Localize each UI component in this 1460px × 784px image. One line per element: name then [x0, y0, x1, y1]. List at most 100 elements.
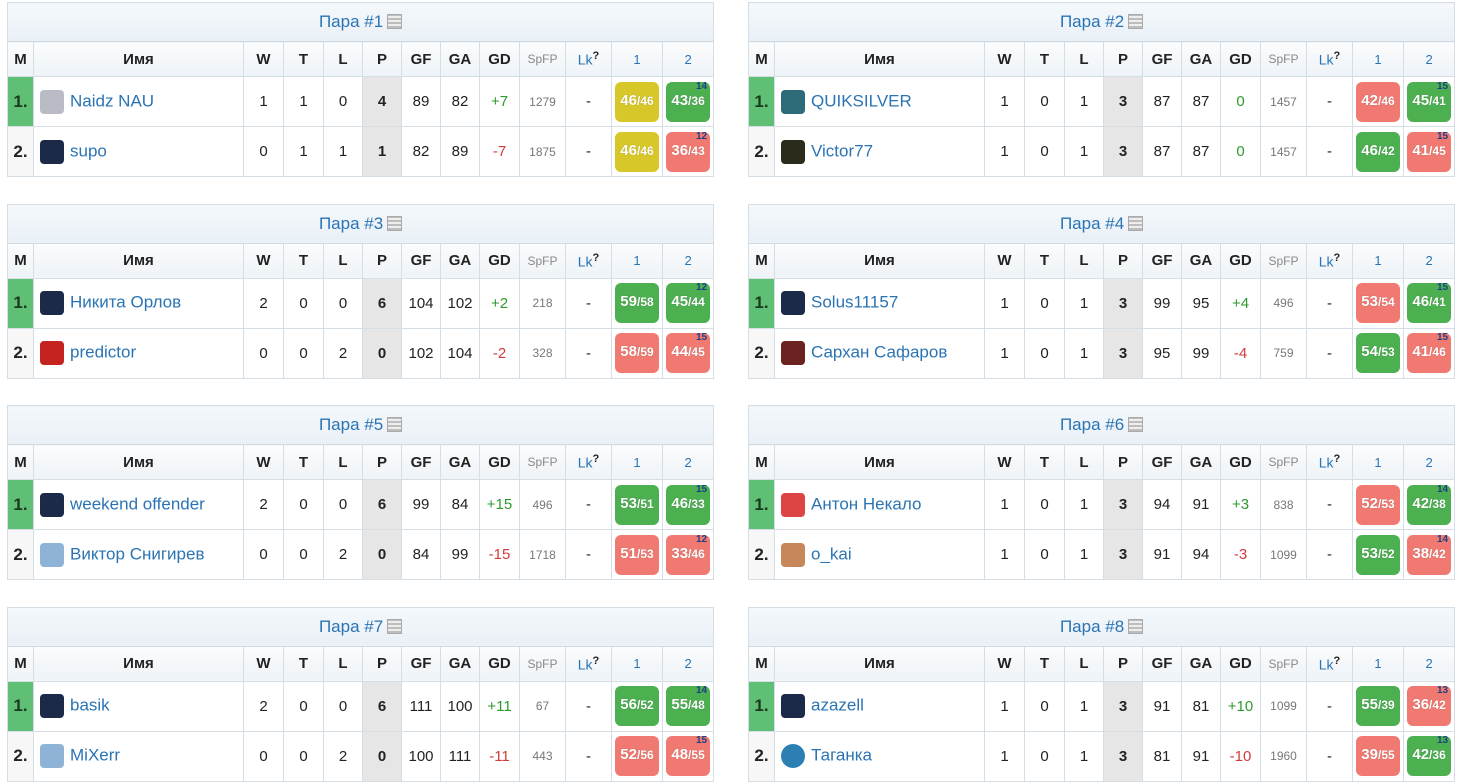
game-result-1[interactable]: 53/54: [1356, 283, 1400, 323]
col-header-game2[interactable]: 2: [1402, 41, 1456, 77]
jersey-avatar-icon[interactable]: [40, 694, 64, 718]
col-header-lk[interactable]: Lk?: [1306, 444, 1353, 480]
game-result-1[interactable]: 52/56: [615, 736, 659, 776]
team-name-link[interactable]: Антон Некало: [811, 493, 922, 513]
lk-label[interactable]: Lk: [577, 253, 593, 270]
jersey-avatar-icon[interactable]: [40, 291, 64, 315]
jersey-avatar-icon[interactable]: [781, 694, 805, 718]
pair-title[interactable]: Пара #7: [318, 616, 384, 636]
game-result-2[interactable]: 41/46 15: [1407, 333, 1452, 373]
jersey-avatar-icon[interactable]: [40, 139, 64, 164]
team-name-link[interactable]: basik: [70, 695, 110, 715]
pair-title[interactable]: Пара #6: [1059, 415, 1125, 434]
circle-avatar-icon[interactable]: [781, 744, 805, 768]
lk-label[interactable]: Lk: [1318, 253, 1334, 270]
number-avatar-icon[interactable]: [781, 139, 805, 164]
lk-label[interactable]: Lk: [1318, 51, 1334, 68]
lk-help-icon[interactable]: ?: [1333, 251, 1341, 264]
col-header-game2[interactable]: 2: [661, 242, 715, 279]
table-icon[interactable]: [387, 215, 403, 231]
col-header-game1[interactable]: 1: [1352, 41, 1404, 77]
col-header-lk[interactable]: Lk?: [1306, 242, 1353, 279]
lk-label[interactable]: Lk: [577, 656, 593, 673]
photo-avatar-icon[interactable]: [40, 744, 64, 768]
team-name-link[interactable]: predictor: [70, 342, 137, 362]
wave-avatar-icon[interactable]: [781, 89, 805, 114]
badge-avatar-icon[interactable]: [40, 341, 64, 365]
pair-title[interactable]: Пара #1: [318, 12, 384, 31]
table-icon[interactable]: [1128, 417, 1144, 432]
game-result-1[interactable]: 52/53: [1356, 484, 1400, 525]
game-result-2[interactable]: 38/42 14: [1407, 534, 1452, 575]
game-result-2[interactable]: 36/43 12: [666, 131, 711, 172]
pair-title[interactable]: Пара #2: [1059, 12, 1125, 31]
col-header-game2[interactable]: 2: [1402, 645, 1456, 682]
col-header-game1[interactable]: 1: [1352, 444, 1404, 480]
jersey-avatar-icon[interactable]: [781, 291, 805, 315]
table-icon[interactable]: [387, 14, 403, 29]
pair-title[interactable]: Пара #8: [1059, 616, 1125, 636]
lk-help-icon[interactable]: ?: [592, 453, 600, 466]
pair-title[interactable]: Пара #5: [318, 415, 384, 434]
lk-label[interactable]: Lk: [1318, 454, 1334, 471]
game-result-2[interactable]: 42/38 14: [1407, 484, 1452, 525]
col-header-lk[interactable]: Lk?: [565, 41, 612, 77]
game-result-1[interactable]: 59/58: [615, 283, 659, 323]
col-header-game1[interactable]: 1: [1352, 242, 1404, 279]
col-header-game2[interactable]: 2: [1402, 444, 1456, 480]
col-header-lk[interactable]: Lk?: [565, 645, 612, 682]
table-icon[interactable]: [1128, 215, 1144, 231]
col-header-lk[interactable]: Lk?: [1306, 645, 1353, 682]
table-icon[interactable]: [387, 618, 403, 634]
lk-help-icon[interactable]: ?: [592, 251, 600, 264]
game-result-1[interactable]: 39/55: [1356, 736, 1400, 776]
game-result-1[interactable]: 54/53: [1356, 333, 1400, 373]
game-result-1[interactable]: 56/52: [615, 686, 659, 726]
pair-title[interactable]: Пара #4: [1059, 213, 1125, 233]
game-result-2[interactable]: 46/33 15: [666, 484, 711, 525]
team-name-link[interactable]: o_kai: [811, 543, 852, 563]
team-name-link[interactable]: Victor77: [811, 140, 874, 160]
team-name-link[interactable]: Сархан Сафаров: [811, 342, 948, 362]
game-result-2[interactable]: 41/45 15: [1407, 131, 1452, 172]
game-result-2[interactable]: 46/41 15: [1407, 283, 1452, 323]
col-header-lk[interactable]: Lk?: [1306, 41, 1353, 77]
team-name-link[interactable]: supo: [70, 140, 107, 160]
game-result-1[interactable]: 42/46: [1356, 81, 1400, 122]
lk-label[interactable]: Lk: [1318, 656, 1334, 673]
game-result-2[interactable]: 55/48 14: [666, 686, 711, 726]
game-result-1[interactable]: 46/42: [1356, 131, 1400, 172]
col-header-lk[interactable]: Lk?: [565, 444, 612, 480]
lk-label[interactable]: Lk: [577, 51, 593, 68]
game-result-1[interactable]: 53/51: [615, 484, 659, 525]
face-avatar-icon[interactable]: [781, 542, 805, 567]
team-name-link[interactable]: weekend offender: [70, 493, 205, 513]
game-result-2[interactable]: 43/36 14: [666, 81, 711, 122]
team-name-link[interactable]: Никита Орлов: [70, 292, 182, 312]
col-header-game2[interactable]: 2: [1402, 242, 1456, 279]
col-header-game2[interactable]: 2: [661, 645, 715, 682]
col-header-game1[interactable]: 1: [611, 444, 663, 480]
game-result-1[interactable]: 46/46: [615, 131, 659, 172]
team-name-link[interactable]: Виктор Снигирев: [70, 543, 205, 563]
game-result-2[interactable]: 48/55 15: [666, 736, 711, 776]
game-result-2[interactable]: 42/36 13: [1407, 736, 1452, 776]
team-name-link[interactable]: Таганка: [811, 745, 873, 765]
game-result-1[interactable]: 55/39: [1356, 686, 1400, 726]
team-name-link[interactable]: Solus11157: [811, 292, 899, 312]
game-result-2[interactable]: 45/44 12: [666, 283, 711, 323]
team-name-link[interactable]: Naidz NAU: [70, 90, 155, 110]
col-header-game2[interactable]: 2: [661, 444, 715, 480]
game-result-2[interactable]: 33/46 12: [666, 534, 711, 575]
game-result-1[interactable]: 53/52: [1356, 534, 1400, 575]
table-icon[interactable]: [1128, 14, 1144, 29]
game-result-2[interactable]: 44/45 15: [666, 333, 711, 373]
game-result-2[interactable]: 36/42 13: [1407, 686, 1452, 726]
lk-help-icon[interactable]: ?: [1333, 453, 1341, 466]
team-name-link[interactable]: QUIKSILVER: [811, 90, 912, 110]
game-result-2[interactable]: 45/41 15: [1407, 81, 1452, 122]
pair-title[interactable]: Пара #3: [318, 213, 384, 233]
logo-avatar-icon[interactable]: [781, 492, 805, 517]
col-header-game2[interactable]: 2: [661, 41, 715, 77]
jersey-avatar-icon[interactable]: [40, 492, 64, 517]
